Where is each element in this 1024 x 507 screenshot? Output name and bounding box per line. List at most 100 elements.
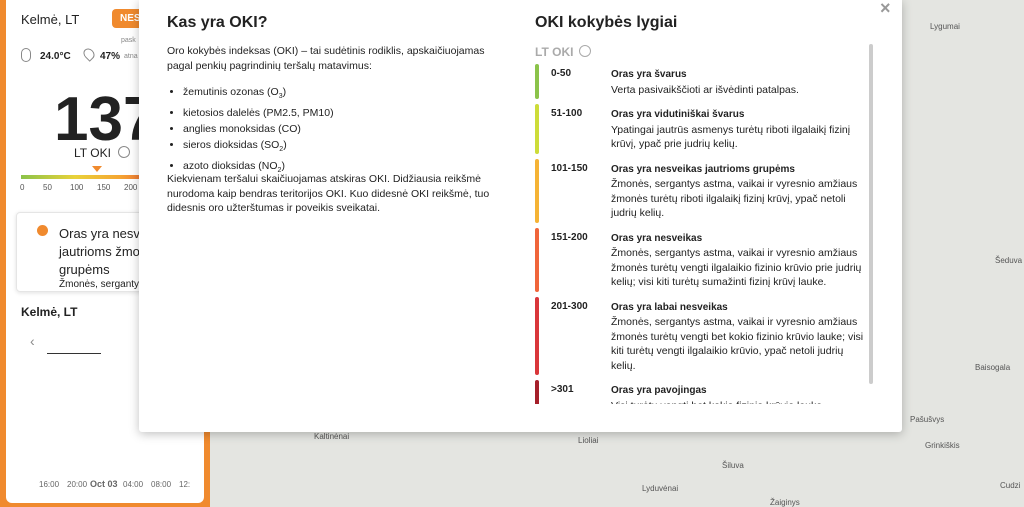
pollutant-text: kietosios dalelės (PM2.5, PM10) bbox=[183, 107, 334, 120]
level-color bbox=[535, 296, 539, 375]
levels-list: 0-50 Oras yra švarus Verta pasivaikščioti … bbox=[535, 64, 867, 404]
thermometer-icon bbox=[21, 48, 31, 62]
prev-button[interactable]: ‹ bbox=[30, 333, 35, 349]
level-text: Verta pasivaikščioti ar išvėdinti patalp… bbox=[611, 83, 799, 96]
map-label: Kaltinėnai bbox=[314, 432, 350, 441]
level-title: Oras yra labai nesveikas bbox=[611, 301, 728, 313]
humidity-note: atna bbox=[124, 53, 138, 60]
level-row: 201-300 Oras yra labai nesveikas Žmonės, s… bbox=[535, 296, 867, 376]
level-range: 201-300 bbox=[551, 300, 588, 312]
scale-label: 0 bbox=[20, 183, 25, 192]
level-title: Oras yra pavojingas bbox=[611, 385, 707, 396]
forecast-location: Kelmė, LT bbox=[21, 305, 78, 319]
map-label: Baisogala bbox=[975, 363, 1011, 372]
level-color bbox=[535, 158, 539, 223]
pollutant-list: žemutinis ozonas (O3) kietosios dalelės (… bbox=[167, 84, 334, 179]
level-title: Oras yra vidutiniškai švarus bbox=[611, 109, 745, 120]
pollutant-text-end: ) bbox=[282, 86, 287, 98]
map-label: Lygumai bbox=[930, 22, 960, 31]
alert-text: Žmonės, serganty bbox=[59, 279, 140, 290]
level-title: Oras yra švarus bbox=[611, 69, 687, 80]
pollutant-item: anglies monoksidas (CO) bbox=[183, 121, 334, 137]
level-body: Oras yra nesveikas Žmonės, sergantys astm… bbox=[611, 228, 867, 292]
level-body: Oras yra labai nesveikas Žmonės, serganty… bbox=[611, 297, 867, 376]
level-text: Žmonės, sergantys astma, vaikai ir vyres… bbox=[611, 316, 864, 372]
level-range: 0-50 bbox=[551, 68, 572, 79]
level-body: Oras yra nesveikas jautrioms grupėms Žmon… bbox=[611, 159, 867, 223]
level-text: Visi turėtų vengti bet kokio fizinio krū… bbox=[611, 399, 867, 405]
scale-label: 50 bbox=[43, 183, 52, 192]
pollutant-text: žemutinis ozonas (O bbox=[183, 86, 279, 98]
level-range: 101-150 bbox=[551, 162, 588, 174]
level-range: 51-100 bbox=[551, 108, 583, 119]
humidity: 47% bbox=[100, 51, 121, 62]
modal-title: Kas yra OKI? bbox=[167, 14, 268, 31]
level-text: Ypatingai jautrūs asmenys turėtų riboti … bbox=[611, 123, 851, 151]
time-label: 20:00 bbox=[67, 480, 88, 489]
level-range: 151-200 bbox=[551, 231, 588, 243]
pollutant-subscript: 3 bbox=[278, 93, 283, 101]
time-label: 12: bbox=[179, 480, 191, 489]
level-row: 101-150 Oras yra nesveikas jautrioms grup… bbox=[535, 158, 867, 223]
level-body: Oras yra pavojingas Visi turėtų vengti be… bbox=[611, 380, 867, 404]
pollutant-text-end: ) bbox=[283, 139, 287, 152]
level-row: 51-100 Oras yra vidutiniškai švarus Ypatin… bbox=[535, 104, 867, 154]
level-range: >301 bbox=[551, 384, 574, 395]
aqi-label: LT OKI bbox=[74, 146, 111, 160]
level-row: 0-50 Oras yra švarus Verta pasivaikščioti … bbox=[535, 64, 867, 99]
level-row: 151-200 Oras yra nesveikas Žmonės, sergant… bbox=[535, 227, 867, 292]
level-color bbox=[535, 64, 539, 99]
time-label: 16:00 bbox=[39, 480, 60, 489]
level-text: Žmonės, sergantys astma, vaikai ir vyres… bbox=[611, 178, 858, 219]
map-label: Šeduva bbox=[995, 256, 1023, 265]
level-title: Oras yra nesveikas jautrioms grupėms bbox=[611, 163, 795, 175]
map-label: Lioliai bbox=[578, 436, 599, 445]
note-text: Kiekvienam teršalui skaičiuojamas atskir… bbox=[167, 173, 490, 214]
pollutant-text-end: ) bbox=[281, 160, 285, 173]
level-text: Žmonės, sergantys astma, vaikai ir vyres… bbox=[611, 247, 862, 288]
scale-label: 100 bbox=[70, 183, 84, 192]
levels-subtitle: LT OKI bbox=[535, 45, 574, 59]
map-label: Grinkiškis bbox=[925, 441, 960, 450]
time-label: 04:00 bbox=[123, 480, 144, 489]
temperature: 24.0°C bbox=[40, 51, 71, 62]
location-name: Kelmė, LT bbox=[21, 12, 80, 27]
alert-icon bbox=[37, 225, 48, 236]
pollutant-text: sieros dioksidas (SO bbox=[183, 139, 280, 152]
pollutant-text: azoto dioksidas (NO bbox=[183, 160, 278, 173]
map-label: Šiluva bbox=[722, 461, 744, 470]
info-modal: Kas yra OKI? Oro kokybės indeksas (OKI) … bbox=[139, 0, 902, 432]
level-color bbox=[535, 104, 539, 154]
pollutant-subscript: 2 bbox=[277, 167, 282, 175]
level-color bbox=[535, 380, 539, 404]
level-title: Oras yra nesveikas bbox=[611, 232, 703, 244]
level-body: Oras yra vidutiniškai švarus Ypatingai ja… bbox=[611, 104, 867, 154]
tab-underline bbox=[47, 353, 101, 354]
scale-label: 150 bbox=[97, 183, 111, 192]
scale-label: 200 bbox=[124, 183, 138, 192]
map-label: Cudzi bbox=[1000, 481, 1021, 490]
scrollbar bbox=[869, 44, 873, 384]
time-label: 08:00 bbox=[151, 480, 172, 489]
badge-note: pask bbox=[121, 37, 136, 44]
map-label: Lyduvėnai bbox=[642, 484, 679, 493]
aqi-scale bbox=[21, 175, 201, 179]
levels-title: OKI kokybės lygiai bbox=[535, 14, 678, 31]
map-label: Žaiginys bbox=[770, 498, 800, 507]
pollutant-item: sieros dioksidas (SO2) bbox=[183, 137, 334, 158]
pollutant-subscript: 2 bbox=[279, 146, 284, 154]
info-icon bbox=[118, 146, 130, 158]
intro-text: Oro kokybės indeksas (OKI) – tai sudėtin… bbox=[167, 45, 485, 72]
pollutant-item: kietosios dalelės (PM2.5, PM10) bbox=[183, 105, 334, 121]
time-label: Oct 03 bbox=[90, 479, 118, 489]
scale-marker bbox=[92, 166, 102, 172]
pollutant-item: azoto dioksidas (NO2) bbox=[183, 158, 334, 179]
map-label: Pašušvys bbox=[910, 415, 945, 424]
info-icon bbox=[579, 45, 591, 57]
close-button[interactable]: × bbox=[880, 0, 891, 18]
level-row: >301 Oras yra pavojingas Visi turėtų vengt… bbox=[535, 380, 867, 404]
pollutant-item: žemutinis ozonas (O3) bbox=[183, 84, 334, 105]
pollutant-text: anglies monoksidas (CO) bbox=[183, 123, 301, 136]
level-color bbox=[535, 227, 539, 292]
